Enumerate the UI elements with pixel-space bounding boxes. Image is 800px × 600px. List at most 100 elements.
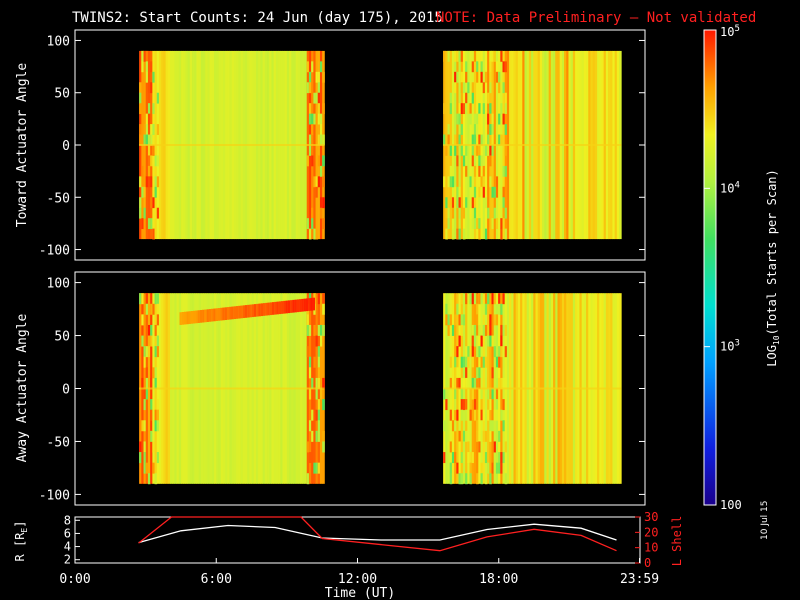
heatmap-cell — [308, 145, 312, 156]
heatmap-cell — [491, 124, 495, 135]
heatmap-cell — [471, 92, 475, 104]
heatmap-cell — [150, 155, 153, 167]
heatmap-cell — [484, 377, 488, 389]
heatmap-cell — [491, 134, 495, 146]
y-tick-label: 0 — [62, 383, 70, 398]
heatmap-cell — [473, 399, 477, 411]
heatmap-cell — [458, 50, 462, 62]
heatmap-cell — [465, 207, 468, 219]
heatmap-cell — [311, 218, 314, 230]
heatmap-cell — [156, 113, 160, 125]
heatmap-cell — [445, 197, 448, 209]
x-tick-label: 12:00 — [338, 572, 377, 587]
enhanced-band — [186, 311, 189, 325]
heatmap-cell — [478, 103, 481, 115]
heatmap-cell — [465, 71, 468, 83]
heatmap-cell — [145, 134, 149, 146]
time-axis-label: Time (UT) — [325, 586, 395, 600]
heatmap-cell — [460, 388, 464, 400]
heatmap-cell — [504, 145, 508, 156]
heatmap-cell — [139, 92, 142, 104]
heatmap-cell — [465, 293, 468, 305]
heatmap-cell — [154, 293, 158, 305]
heatmap-cell — [143, 124, 147, 135]
heatmap-cell — [480, 335, 484, 347]
heatmap-cell — [454, 145, 457, 156]
chart-title: TWINS2: Start Counts: 24 Jun (day 175), … — [72, 10, 443, 26]
heatmap-cell — [491, 367, 495, 379]
heatmap-cell — [154, 367, 158, 379]
lshell-tick-label: 20 — [644, 525, 658, 539]
heatmap-cell — [150, 303, 153, 315]
heatmap-cell — [473, 124, 477, 135]
heatmap-cell — [451, 452, 455, 464]
heatmap-cell — [491, 145, 495, 156]
heatmap-cell — [315, 462, 319, 474]
toward-heatmap-panel: 100 50 0 -50 -100 Toward Actuator Angle — [15, 29, 646, 261]
heatmap-cell — [156, 346, 160, 358]
heatmap-cell — [458, 430, 462, 442]
heatmap-cell — [473, 293, 477, 305]
heatmap-cell — [471, 388, 475, 400]
enhanced-band — [242, 305, 246, 319]
heatmap-cell — [154, 155, 158, 167]
heatmap-cell — [456, 303, 459, 315]
heatmap-cell — [445, 399, 448, 411]
heatmap-cell — [493, 314, 497, 326]
heatmap-cell — [147, 335, 151, 347]
heatmap-cell — [139, 207, 142, 219]
heatmap-cell — [147, 218, 151, 230]
enhanced-band — [290, 300, 293, 313]
enhanced-band — [308, 298, 311, 311]
heatmap-cell — [141, 420, 144, 432]
enhanced-band — [292, 299, 295, 313]
heatmap-cell — [456, 113, 459, 125]
heatmap-cell — [460, 324, 464, 336]
heatmap-cell — [484, 197, 488, 209]
heatmap-cell — [154, 176, 158, 188]
heatmap-cell — [449, 430, 453, 442]
heatmap-cell — [317, 293, 321, 305]
heatmap-cell — [317, 176, 321, 188]
heatmap-cell — [150, 82, 153, 94]
heatmap-cell — [482, 409, 486, 421]
heatmap-cell — [315, 71, 319, 83]
heatmap-cell — [451, 324, 455, 336]
heatmap-cell — [489, 145, 492, 156]
heatmap-cell — [502, 113, 506, 125]
heatmap-cell — [504, 324, 508, 336]
heatmap-cell — [317, 420, 321, 432]
heatmap-cell — [484, 473, 488, 485]
heatmap-cell — [319, 197, 323, 209]
heatmap-cell — [498, 377, 501, 389]
heatmap-cell — [500, 377, 503, 389]
heatmap-cell — [480, 71, 484, 83]
heatmap-cell — [469, 113, 473, 125]
heatmap-cell — [489, 430, 492, 442]
heatmap-cell — [317, 113, 321, 125]
heatmap-cell — [145, 388, 149, 400]
heatmap-cell — [319, 113, 323, 125]
enhanced-band — [294, 299, 297, 313]
heatmap-cell — [152, 462, 155, 474]
heatmap-cell — [150, 324, 153, 336]
heatmap-cell — [143, 441, 147, 453]
heatmap-cell — [460, 145, 464, 156]
heatmap-cell — [139, 293, 142, 305]
heatmap-cell — [445, 145, 448, 156]
heatmap-cell — [504, 207, 508, 219]
heatmap-cell — [456, 50, 459, 62]
heatmap-cell — [482, 176, 486, 188]
heatmap-cell — [500, 409, 503, 421]
heatmap-cell — [449, 377, 453, 389]
heatmap-cell — [143, 134, 147, 146]
heatmap-cell — [502, 197, 506, 209]
heatmap-cell — [484, 113, 488, 125]
enhanced-band — [202, 309, 205, 323]
heatmap-cell — [152, 441, 155, 453]
heatmap-cell — [319, 335, 323, 347]
heatmap-cell — [489, 176, 492, 188]
heatmap-cell — [504, 124, 508, 135]
heatmap-cell — [478, 367, 481, 379]
